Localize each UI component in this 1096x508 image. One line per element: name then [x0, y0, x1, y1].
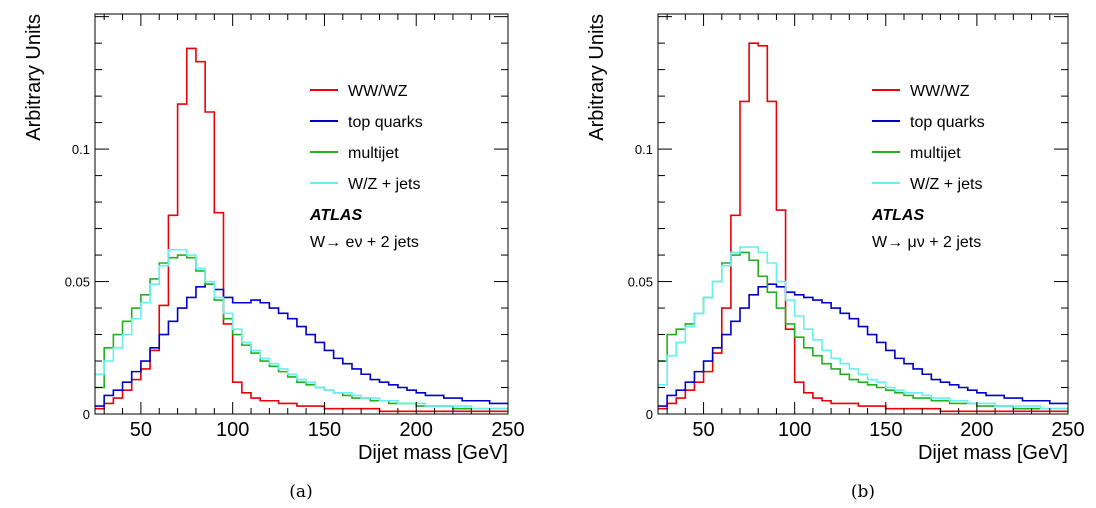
series-multijet-line — [95, 254, 508, 410]
legend-entry: WW/WZ — [348, 83, 408, 100]
x-tick-label: 50 — [692, 419, 714, 441]
series-ww-wz-line — [658, 42, 1068, 413]
series-multijet-line — [658, 251, 1068, 410]
x-tick-label: 150 — [308, 419, 341, 441]
series-w-z-jets-line — [95, 248, 508, 410]
atlas-label: ATLAS — [309, 207, 362, 224]
plot-frame — [94, 13, 509, 415]
y-tick-label: 0.05 — [65, 275, 90, 290]
y-tick-label: 0.1 — [72, 142, 90, 157]
y-tick-label: 0 — [83, 407, 90, 422]
series-w-z-jets-line — [658, 246, 1068, 410]
x-tick-label: 200 — [960, 419, 993, 441]
x-tick-label: 200 — [400, 419, 433, 441]
panel-caption: (a) — [289, 482, 312, 502]
x-tick-label: 100 — [778, 419, 811, 441]
x-tick-label: 100 — [216, 419, 249, 441]
x-tick-label: 250 — [491, 419, 524, 441]
panel-caption: (b) — [851, 482, 875, 502]
legend-entry: top quarks — [348, 114, 423, 131]
plot-frame — [657, 13, 1069, 415]
legend-entry: top quarks — [910, 114, 985, 131]
y-axis-title: Arbitrary Units — [586, 14, 608, 141]
legend-entry: W/Z + jets — [348, 176, 420, 193]
panel-a: 50 100 150 200 250 0 0.05 0.1 Dijet mass [GeV] Ar… — [23, 13, 525, 464]
x-tick-label: 50 — [130, 419, 152, 441]
x-tick-label: 250 — [1051, 419, 1084, 441]
series-top-quarks-line — [658, 283, 1068, 407]
panel-b: 50 100 150 200 250 0 0.05 0.1 Dijet mass [GeV] Ar… — [586, 13, 1085, 464]
y-tick-label: 0 — [646, 407, 653, 422]
y-tick-label: 0.1 — [635, 142, 653, 157]
atlas-label: ATLAS — [871, 207, 924, 224]
x-tick-label: 150 — [869, 419, 902, 441]
legend-entry: WW/WZ — [910, 83, 970, 100]
legend-entry: multijet — [910, 145, 961, 162]
y-tick-label: 0.05 — [628, 275, 653, 290]
x-axis-title: Dijet mass [GeV] — [358, 442, 508, 464]
x-axis-title: Dijet mass [GeV] — [918, 442, 1068, 464]
series-top-quarks-line — [95, 283, 508, 407]
y-axis-title: Arbitrary Units — [23, 14, 45, 141]
legend-entry: multijet — [348, 145, 399, 162]
channel-label: W→ μν + 2 jets — [872, 234, 981, 251]
series-ww-wz-line — [95, 47, 508, 413]
legend-entry: W/Z + jets — [910, 176, 982, 193]
channel-label: W→ eν + 2 jets — [310, 234, 419, 251]
